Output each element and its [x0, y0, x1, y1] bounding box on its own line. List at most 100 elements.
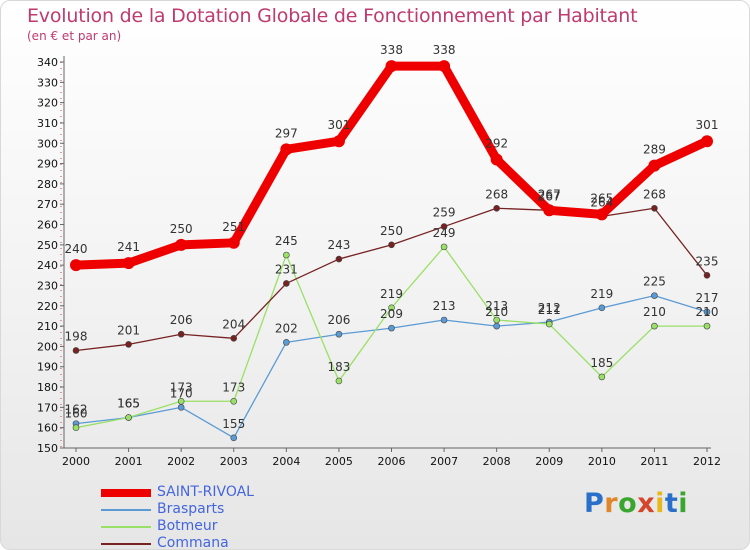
series-0-point-2	[175, 238, 188, 251]
series-3-point-4	[283, 280, 290, 287]
series-3-label-11: 268	[643, 187, 666, 201]
y-tick-label-17: 320	[37, 97, 58, 110]
series-3-label-10: 264	[590, 195, 613, 209]
brand-letter-5: t	[664, 488, 679, 519]
series-0-point-7	[438, 60, 451, 73]
series-3-label-8: 268	[485, 187, 508, 201]
series-2-label-4: 245	[275, 234, 298, 248]
x-tick-label-9: 2009	[535, 455, 563, 468]
series-0-point-1	[122, 257, 135, 270]
series-0-point-8	[490, 153, 503, 166]
y-tick-label-19: 340	[37, 56, 58, 69]
series-2-point-7	[440, 243, 448, 251]
series-2-label-7: 249	[433, 226, 456, 240]
y-tick-label-16: 310	[37, 117, 58, 130]
series-3-point-5	[335, 255, 343, 263]
series-2-point-4	[283, 251, 290, 259]
brand-logo: Proxiti	[584, 488, 688, 519]
series-0-label-10: 265	[590, 191, 613, 205]
legend-item-1: Brasparts	[101, 501, 341, 519]
y-tick-label-4: 190	[37, 361, 58, 374]
series-2-label-10: 185	[590, 356, 613, 370]
series-1-label-2: 170	[170, 386, 193, 400]
x-tick-label-3: 2003	[220, 455, 248, 468]
series-3-label-6: 250	[380, 224, 403, 238]
x-tick-label-12: 2012	[693, 455, 721, 468]
y-tick-label-0: 150	[37, 442, 58, 455]
x-tick-label-7: 2007	[430, 455, 458, 468]
series-1-point-6	[388, 324, 395, 332]
series-3-label-2: 206	[170, 313, 193, 327]
y-tick-label-6: 210	[37, 320, 58, 333]
legend-item-3: Commana	[101, 535, 341, 550]
series-0-label-12: 301	[696, 118, 719, 132]
series-1-point-11	[651, 292, 658, 299]
series-0-point-11	[648, 159, 661, 172]
x-tick-label-1: 2001	[115, 455, 143, 468]
x-tick-label-6: 2006	[378, 455, 406, 468]
y-tick-label-1: 160	[37, 422, 58, 435]
y-tick-label-15: 300	[37, 137, 58, 150]
y-tick-label-8: 230	[37, 279, 58, 292]
brand-letter-1: r	[604, 488, 619, 519]
series-3-label-3: 204	[222, 317, 245, 331]
series-2-point-1	[125, 414, 132, 421]
series-0-label-8: 292	[485, 137, 508, 151]
series-1-point-7	[440, 316, 448, 324]
series-2-point-0	[72, 424, 80, 431]
series-0-label-1: 241	[117, 240, 140, 254]
series-2-label-11: 210	[643, 305, 666, 319]
series-0-label-7: 338	[433, 43, 456, 57]
series-0-point-0	[70, 259, 82, 272]
series-1-point-4	[283, 339, 290, 346]
series-line-2	[75, 246, 708, 429]
legend-label-2: Botmeur	[157, 518, 218, 534]
series-1-point-3	[230, 434, 238, 442]
series-1-label-6: 209	[380, 307, 403, 321]
series-2-point-9	[545, 320, 553, 328]
y-tick-label-9: 240	[37, 259, 58, 272]
x-tick-label-5: 2005	[325, 455, 353, 468]
series-2-label-2: 173	[170, 380, 193, 394]
series-1-point-10	[598, 304, 606, 312]
series-0-label-9: 267	[538, 187, 561, 201]
series-2-label-6: 219	[380, 287, 403, 301]
series-2-label-9: 211	[538, 303, 561, 317]
x-tick-label-4: 2004	[272, 455, 300, 468]
brand-letter-4: i	[655, 488, 665, 519]
x-tick-label-0: 2000	[62, 455, 90, 468]
legend-label-3: Commana	[157, 535, 229, 550]
series-2-point-8	[493, 316, 500, 324]
series-2-label-0: 160	[65, 407, 88, 421]
series-3-label-7: 259	[433, 206, 456, 220]
series-0-point-9	[543, 204, 556, 217]
legend-label-1: Brasparts	[157, 501, 225, 517]
series-1-point-2	[177, 404, 185, 411]
legend: SAINT-RIVOAL Brasparts Botmeur Commana	[101, 484, 341, 550]
series-0-label-6: 338	[380, 43, 403, 57]
brand-letter-6: i	[678, 488, 689, 519]
series-1-point-8	[493, 322, 500, 330]
series-1-label-4: 202	[275, 321, 298, 335]
series-1-label-8: 210	[485, 305, 508, 319]
series-2-point-10	[598, 373, 606, 381]
legend-swatch-2	[101, 526, 151, 528]
legend-swatch-1	[101, 509, 151, 511]
series-3-point-11	[651, 204, 658, 212]
chart-title: Evolution de la Dotation Globale de Fonc…	[27, 5, 638, 27]
series-3-label-1: 201	[117, 323, 140, 337]
y-tick-label-12: 270	[37, 198, 58, 211]
series-1-label-5: 206	[327, 313, 350, 327]
series-0-label-3: 251	[222, 220, 245, 234]
series-3-point-12	[703, 272, 711, 279]
series-3-label-0: 198	[65, 329, 88, 343]
series-1-label-11: 225	[643, 275, 666, 289]
x-tick-label-2: 2002	[167, 455, 195, 468]
series-2-label-3: 173	[222, 380, 245, 394]
series-2-point-3	[230, 397, 238, 405]
series-2-label-8: 213	[485, 299, 508, 313]
series-0-label-0: 240	[65, 242, 88, 256]
series-0-label-11: 289	[643, 143, 666, 157]
